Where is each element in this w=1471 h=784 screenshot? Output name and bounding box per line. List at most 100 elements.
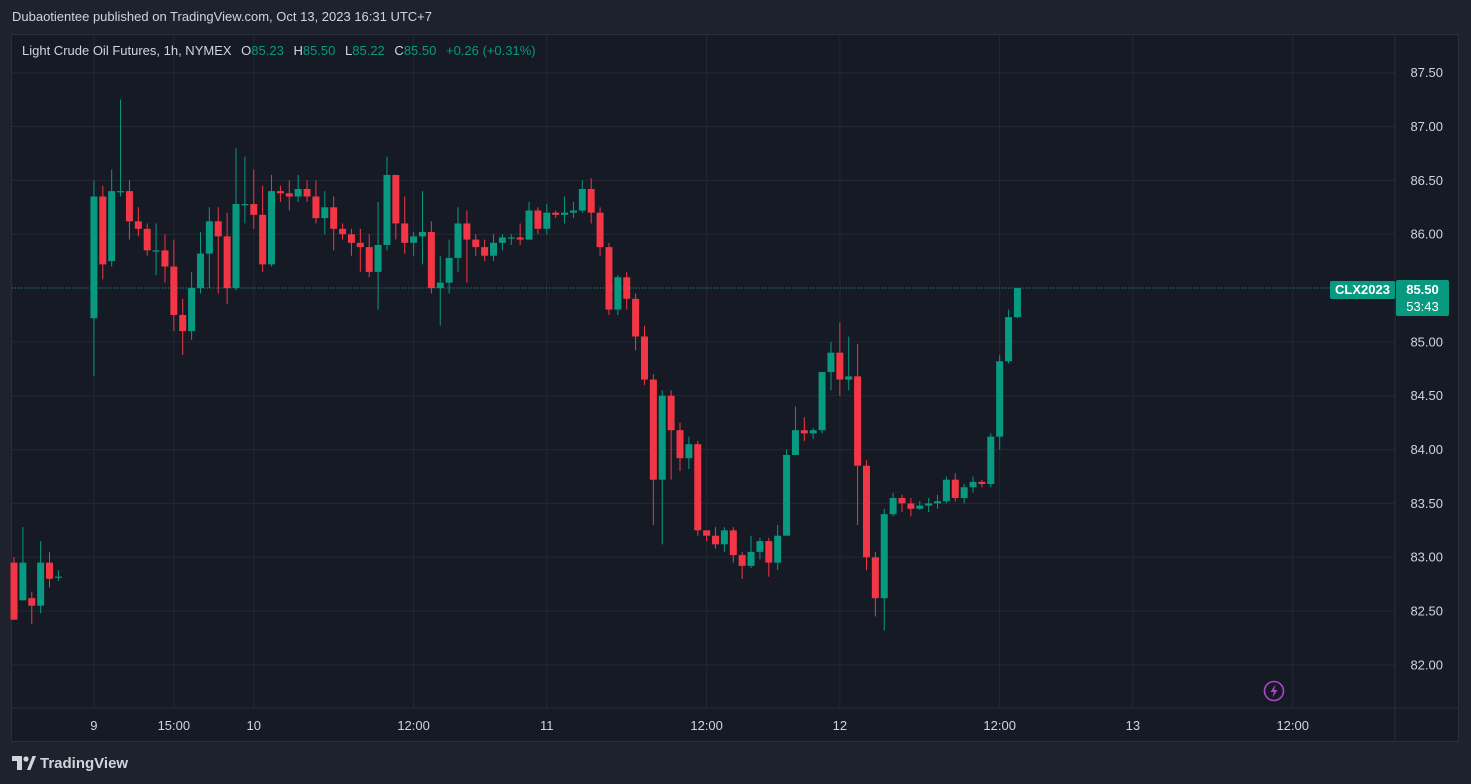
candle-body[interactable]	[223, 236, 231, 289]
candle-body[interactable]	[747, 551, 755, 566]
candle-body[interactable]	[889, 498, 897, 515]
candle-body[interactable]	[294, 188, 302, 197]
candle-body[interactable]	[134, 221, 142, 229]
candle-body[interactable]	[561, 212, 569, 215]
candle-body[interactable]	[614, 277, 622, 310]
candle-body[interactable]	[427, 232, 435, 289]
candle-body[interactable]	[205, 221, 213, 254]
candle-body[interactable]	[907, 503, 915, 509]
candle-body[interactable]	[854, 376, 862, 466]
candle-body[interactable]	[676, 430, 684, 459]
candle-body[interactable]	[800, 430, 808, 434]
candle-body[interactable]	[241, 204, 249, 206]
chart-frame[interactable]	[11, 34, 1459, 742]
candle-body[interactable]	[925, 503, 933, 506]
tradingview-brand[interactable]: TradingView	[40, 755, 129, 772]
candle-body[interactable]	[729, 530, 737, 556]
symbol-name[interactable]: Light Crude Oil Futures, 1h, NYMEX	[22, 43, 232, 58]
candle-body[interactable]	[587, 188, 595, 213]
candle-body[interactable]	[1013, 288, 1021, 318]
candle-body[interactable]	[276, 191, 284, 194]
candle-body[interactable]	[987, 436, 995, 485]
candle-body[interactable]	[28, 598, 36, 606]
candle-body[interactable]	[774, 535, 782, 563]
candle-body[interactable]	[498, 237, 506, 243]
candle-body[interactable]	[312, 196, 320, 219]
candle-body[interactable]	[347, 234, 355, 243]
candle-body[interactable]	[516, 237, 524, 240]
candle-body[interactable]	[978, 481, 986, 485]
candle-body[interactable]	[880, 514, 888, 599]
candle-body[interactable]	[196, 253, 204, 289]
candle-body[interactable]	[214, 221, 222, 237]
candle-body[interactable]	[765, 541, 773, 563]
candle-body[interactable]	[525, 210, 533, 240]
candle-body[interactable]	[170, 266, 178, 315]
candle-body[interactable]	[552, 212, 560, 215]
candle-body[interactable]	[99, 196, 107, 265]
candle-body[interactable]	[392, 174, 400, 224]
candle-body[interactable]	[37, 562, 45, 606]
candle-body[interactable]	[898, 498, 906, 504]
candle-body[interactable]	[232, 204, 240, 289]
candle-body[interactable]	[871, 557, 879, 599]
candle-body[interactable]	[356, 242, 364, 248]
candle-body[interactable]	[756, 541, 764, 552]
candle-body[interactable]	[578, 188, 586, 211]
candle-body[interactable]	[330, 207, 338, 229]
candle-body[interactable]	[108, 191, 116, 262]
candle-body[interactable]	[649, 379, 657, 480]
candle-body[interactable]	[623, 277, 631, 299]
candle-body[interactable]	[401, 223, 409, 243]
candle-body[interactable]	[436, 282, 444, 289]
candle-body[interactable]	[836, 352, 844, 380]
candle-body[interactable]	[934, 501, 942, 504]
lightning-icon[interactable]	[1263, 680, 1285, 702]
candle-body[interactable]	[1005, 317, 1013, 362]
candle-body[interactable]	[259, 214, 267, 265]
candle-body[interactable]	[960, 487, 968, 499]
candle-body[interactable]	[250, 204, 258, 215]
candle-body[interactable]	[143, 228, 151, 251]
candle-body[interactable]	[720, 530, 728, 545]
candle-body[interactable]	[712, 535, 720, 545]
candle-body[interactable]	[783, 454, 791, 536]
candle-body[interactable]	[685, 444, 693, 459]
candle-body[interactable]	[418, 232, 426, 237]
candle-body[interactable]	[125, 191, 133, 222]
candle-body[interactable]	[596, 212, 604, 248]
candle-body[interactable]	[738, 555, 746, 566]
candle-body[interactable]	[268, 191, 276, 265]
candle-body[interactable]	[791, 430, 799, 455]
candle-body[interactable]	[339, 228, 347, 235]
candle-body[interactable]	[916, 505, 924, 509]
candle-body[interactable]	[818, 372, 826, 431]
candle-body[interactable]	[862, 465, 870, 558]
candle-body[interactable]	[809, 430, 817, 434]
candle-body[interactable]	[285, 193, 293, 197]
candle-body[interactable]	[454, 223, 462, 258]
candle-body[interactable]	[46, 562, 54, 579]
candle-body[interactable]	[640, 336, 648, 380]
candle-body[interactable]	[569, 210, 577, 213]
candle-body[interactable]	[365, 247, 373, 272]
candle-body[interactable]	[383, 174, 391, 245]
candle-body[interactable]	[534, 210, 542, 229]
tradingview-logo-icon[interactable]	[12, 756, 36, 770]
candle-body[interactable]	[54, 576, 62, 578]
candle-body[interactable]	[117, 191, 125, 193]
candle-body[interactable]	[321, 207, 329, 219]
candle-body[interactable]	[996, 361, 1004, 437]
candle-body[interactable]	[605, 247, 613, 310]
candle-body[interactable]	[703, 530, 711, 536]
candle-body[interactable]	[463, 223, 471, 240]
candle-body[interactable]	[481, 247, 489, 256]
candle-body[interactable]	[374, 244, 382, 272]
candle-body[interactable]	[667, 395, 675, 431]
candle-body[interactable]	[632, 298, 640, 337]
candle-body[interactable]	[969, 481, 977, 488]
candle-body[interactable]	[179, 314, 187, 332]
candle-body[interactable]	[90, 196, 98, 319]
candle-body[interactable]	[152, 250, 160, 252]
